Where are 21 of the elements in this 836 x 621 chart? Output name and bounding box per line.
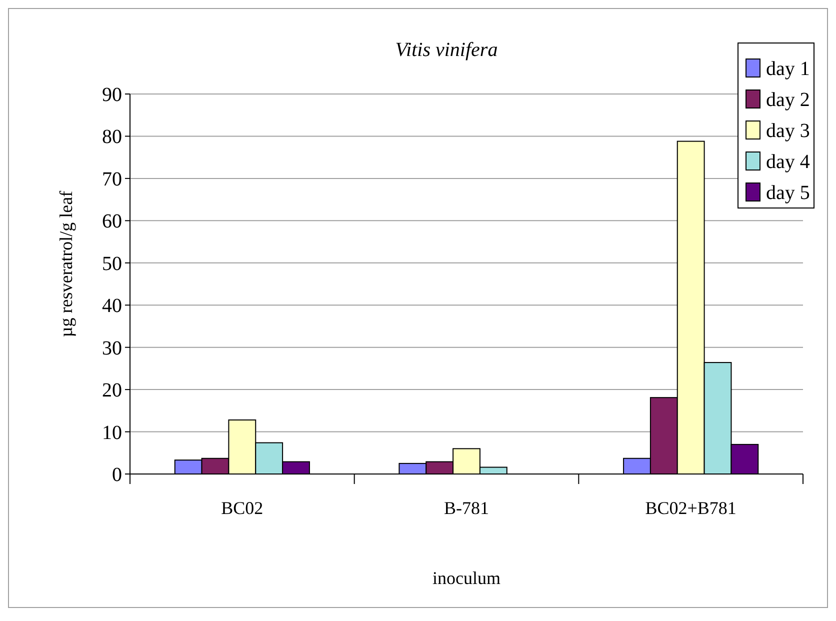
legend-label: day 5 xyxy=(766,182,810,204)
y-tick-label: 40 xyxy=(102,295,122,318)
y-tick-label: 30 xyxy=(102,337,122,360)
x-tick-label: B-781 xyxy=(444,498,489,518)
y-tick-label: 70 xyxy=(102,168,122,190)
x-axis-title: inoculum xyxy=(432,568,500,588)
legend-label: day 2 xyxy=(766,89,810,111)
legend-label: day 4 xyxy=(766,151,810,173)
y-axis-title: µg resveratrol/g leaf xyxy=(56,190,76,338)
x-tick-label: BC02 xyxy=(221,498,264,518)
legend-label: day 3 xyxy=(766,120,810,142)
y-tick-label: 80 xyxy=(102,126,122,148)
y-tick-label: 10 xyxy=(102,422,122,444)
y-tick-label: 90 xyxy=(102,84,122,106)
y-tick-label: 20 xyxy=(102,380,122,402)
chart-title: Vitis vinifera xyxy=(395,39,498,61)
x-tick-label: BC02+B781 xyxy=(645,498,736,518)
y-tick-label: 0 xyxy=(112,464,122,486)
y-tick-label: 60 xyxy=(102,210,122,233)
y-tick-label: 50 xyxy=(102,252,122,275)
legend-label: day 1 xyxy=(766,58,810,80)
